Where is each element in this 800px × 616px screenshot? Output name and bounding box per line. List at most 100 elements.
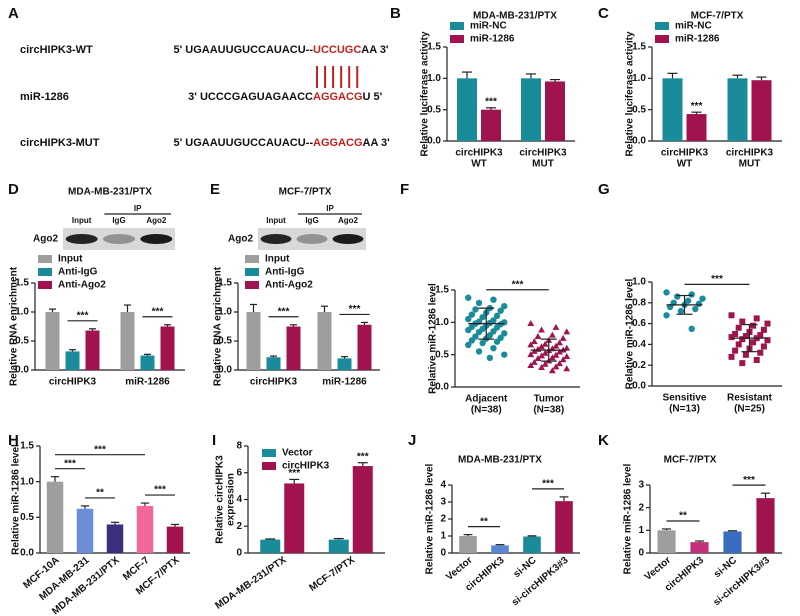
- data-point: [563, 328, 571, 335]
- bar: [555, 501, 573, 553]
- panel: I Relative circHIPK3 expression 0 2 4 6 8 Vector…: [212, 432, 385, 612]
- legend-label: miR-NC: [470, 21, 507, 32]
- data-point: [757, 332, 764, 339]
- data-point: [732, 347, 739, 354]
- data-point: [732, 331, 739, 337]
- y-tick-label: 1.5: [435, 285, 449, 296]
- y-tick-label: 2: [440, 514, 446, 525]
- data-point: [465, 294, 472, 301]
- data-point: [728, 353, 735, 360]
- chart-title: MDA-MB-231/PTX: [473, 11, 557, 22]
- legend-swatch: [245, 255, 259, 263]
- bar: [337, 358, 352, 370]
- significance: ***: [94, 444, 106, 455]
- significance: ***: [152, 306, 164, 317]
- data-point: [699, 295, 706, 302]
- y-tick-label: 0.5: [427, 104, 441, 115]
- y-tick-label: 3: [440, 497, 446, 508]
- legend-swatch: [245, 268, 259, 276]
- significance: ***: [77, 310, 89, 321]
- bar: [317, 312, 332, 370]
- data-point: [728, 334, 735, 341]
- x-tick-label: Resistant: [727, 393, 773, 404]
- significance: ***: [485, 96, 497, 107]
- y-axis-label: Relative miR-1286 level: [425, 463, 436, 574]
- x-tick-label: si-NC: [512, 555, 539, 580]
- data-point: [742, 333, 749, 340]
- y-tick-label: 1: [440, 531, 446, 542]
- data-point: [475, 299, 483, 307]
- panel-letter: K: [598, 432, 609, 449]
- data-point: [742, 351, 749, 358]
- panel: D MDA-MB-231/PTX IP Input IgG Ago2 Ago2 Relativ…: [8, 181, 185, 388]
- data-point: [501, 351, 508, 358]
- blot-protein-label: Ago2: [33, 234, 58, 245]
- data-point: [548, 367, 556, 374]
- sequence-name: circHIPK3-MUT: [20, 137, 100, 149]
- y-tick-label: 0.4: [632, 339, 646, 350]
- y-axis-label: Relative miR-1286 level: [625, 278, 636, 389]
- legend-swatch: [450, 35, 464, 43]
- panel-letter: I: [212, 432, 216, 449]
- sequence-suffix: AA 3': [361, 44, 389, 56]
- y-tick-label: 1.5: [15, 278, 29, 289]
- y-tick-label: 1.0: [15, 307, 29, 318]
- y-tick-label: 1.0: [427, 73, 441, 84]
- data-point: [556, 348, 563, 355]
- data-point: [677, 307, 685, 315]
- data-point: [728, 312, 735, 319]
- y-axis-label: Relative luciferase activity: [625, 31, 636, 157]
- data-point: [527, 351, 535, 358]
- x-tick-label: MUT: [532, 159, 554, 170]
- data-point: [497, 307, 504, 314]
- legend-swatch: [450, 22, 464, 30]
- significance: **: [96, 488, 104, 499]
- blot-image: [63, 228, 175, 250]
- y-axis-label: Relative RNA enrichment: [9, 266, 20, 386]
- bar: [160, 326, 175, 370]
- panel-letter: C: [598, 5, 609, 22]
- data-point: [548, 354, 556, 361]
- bar: [686, 114, 707, 141]
- x-tick-label: (N=13): [669, 404, 700, 415]
- data-point: [739, 360, 746, 367]
- x-tick-label: MUT: [739, 159, 761, 170]
- legend-label: Input: [265, 254, 290, 265]
- y-axis-label: Relative miR-1286 level: [428, 283, 439, 394]
- bar: [481, 109, 501, 141]
- legend-label: miR-1286: [470, 34, 515, 45]
- x-tick-label: Tumor: [534, 394, 564, 405]
- x-tick-label: (N=38): [471, 405, 502, 416]
- panel-letter: B: [390, 5, 401, 22]
- data-point: [538, 343, 545, 350]
- data-point: [735, 341, 742, 348]
- y-tick-label: 1: [638, 525, 644, 536]
- x-tick-label: (N=25): [734, 404, 765, 415]
- seed-sequence: AGGACG: [313, 91, 363, 103]
- y-tick-label: 0.0: [632, 136, 646, 147]
- data-point: [552, 323, 560, 330]
- legend-swatch: [655, 22, 669, 30]
- sequence-name: circHIPK3-WT: [20, 44, 93, 56]
- bar: [491, 545, 509, 553]
- x-tick-label: miR-1286: [322, 377, 367, 388]
- legend-label: circHIPK3: [282, 461, 330, 472]
- sequence-suffix: U 5': [363, 91, 383, 103]
- y-tick-label: 2: [638, 502, 644, 513]
- data-point: [760, 343, 767, 350]
- y-tick-label: 3: [638, 480, 644, 491]
- sequence-suffix: AA 3': [363, 137, 391, 149]
- significance: ***: [278, 306, 290, 317]
- data-point: [468, 337, 476, 344]
- data-point: [472, 306, 479, 313]
- blot-band: [103, 234, 135, 244]
- bar: [266, 357, 281, 370]
- data-point: [486, 354, 494, 362]
- data-point: [739, 318, 746, 325]
- significance: ***: [154, 485, 166, 496]
- data-point: [538, 326, 545, 333]
- y-tick-label: 4: [236, 494, 242, 505]
- x-tick-label: circHIPK3: [661, 148, 709, 159]
